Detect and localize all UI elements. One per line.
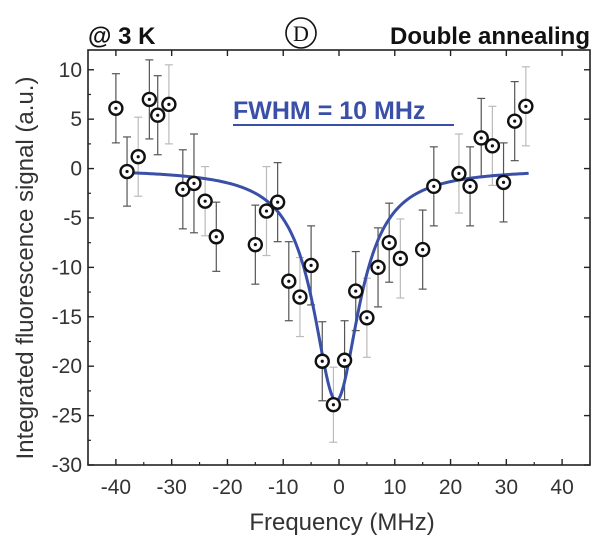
header-temperature-label: @ 3 K — [88, 23, 156, 50]
y-tick-label: 0 — [70, 158, 82, 181]
data-point-center — [320, 359, 324, 363]
data-point-center — [457, 171, 461, 176]
x-axis-label: Frequency (MHz) — [249, 509, 434, 536]
data-point-center — [354, 289, 358, 293]
x-tick-label: 30 — [495, 476, 518, 499]
x-tick-label: -30 — [156, 476, 186, 499]
data-point-center — [331, 403, 336, 407]
data-point-center — [432, 184, 436, 188]
data-point-center — [524, 104, 528, 108]
data-point-center — [309, 263, 313, 268]
x-tick-label: 20 — [439, 476, 462, 499]
x-tick-label: 40 — [550, 476, 573, 499]
x-tick-label: -40 — [101, 476, 131, 499]
y-tick-label: -15 — [52, 306, 82, 329]
y-tick-label: -10 — [52, 256, 82, 279]
data-point-center — [365, 316, 369, 320]
x-tick-label: 0 — [333, 476, 345, 499]
data-point-center — [264, 209, 269, 213]
data-point-center — [156, 113, 160, 117]
data-point-center — [147, 97, 151, 102]
data-point-center — [513, 119, 517, 123]
y-tick-label: -20 — [52, 355, 82, 378]
x-tick-label: 10 — [383, 476, 406, 499]
data-point-center — [167, 102, 171, 106]
y-tick-label: -30 — [52, 454, 82, 477]
y-tick-label: -5 — [63, 207, 82, 230]
fwhm-annotation: FWHM = 10 MHz — [233, 97, 425, 125]
data-point-center — [114, 106, 118, 110]
data-point-center — [287, 279, 291, 283]
y-tick-label: -25 — [52, 405, 82, 428]
x-tick-label: -20 — [212, 476, 242, 499]
data-point-center — [203, 199, 207, 203]
plot-area: -40 -30 -20 -10 0 10 20 30 40 -30 -25 -20 -15 -10 -5 0 5… — [52, 49, 591, 499]
data-point-center — [276, 200, 280, 204]
panel-label: D — [293, 21, 309, 46]
data-point-center — [136, 155, 140, 159]
y-tick-label: 10 — [59, 59, 82, 82]
data-point-center — [501, 180, 506, 185]
x-tick-label: -10 — [268, 476, 298, 499]
data-point-center — [490, 144, 494, 148]
data-point-center — [192, 181, 196, 185]
data-point-center — [421, 247, 425, 252]
data-point-center — [214, 235, 218, 239]
data-point-center — [479, 136, 483, 140]
y-tick-label: 5 — [70, 108, 82, 131]
data-point-center — [387, 241, 391, 245]
data-point-center — [253, 243, 257, 247]
data-point-center — [398, 256, 402, 261]
data-point-center — [125, 169, 129, 174]
data-point-center — [342, 358, 347, 362]
panel-label-circle — [285, 17, 317, 49]
data-point-center — [298, 295, 302, 299]
data-point-center — [181, 187, 185, 191]
data-point-center — [468, 184, 472, 188]
header-sample-label: Double annealing — [390, 23, 590, 50]
data-point-center — [376, 265, 380, 269]
y-axis-label: Integrated fluorescence signal (a.u.) — [12, 77, 39, 460]
